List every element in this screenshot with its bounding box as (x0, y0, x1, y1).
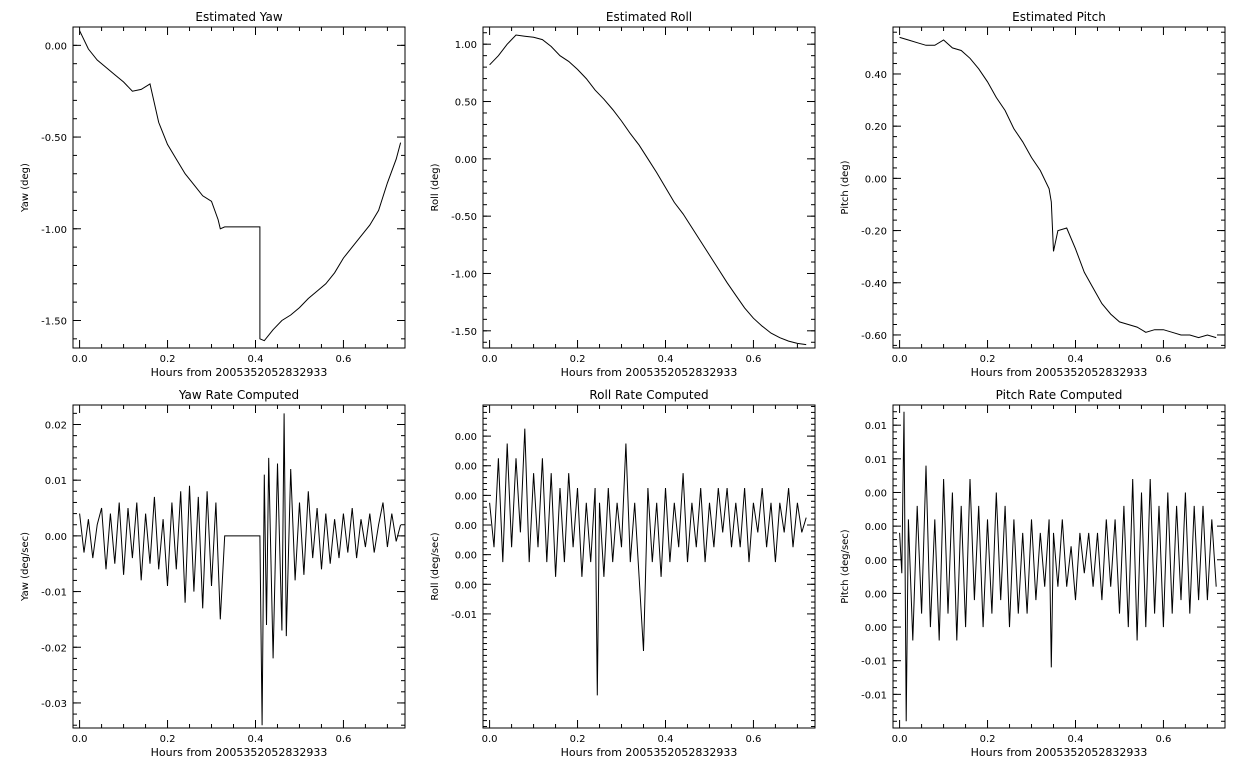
chart-panel: Estimated Pitch Hours from 20053520528329… (840, 10, 1226, 379)
chart-panel: Estimated Yaw Hours from 2005352052832933… (20, 10, 406, 379)
y-tick-label: 0.00 (455, 521, 477, 532)
x-tick-label: 0.0 (892, 354, 908, 365)
chart-title: Pitch Rate Computed (996, 388, 1123, 402)
y-tick-label: 0.00 (455, 462, 477, 473)
y-tick-label: 0.00 (45, 532, 67, 543)
y-tick-label: 0.00 (45, 41, 67, 52)
x-tick-label: 0.4 (1068, 354, 1084, 365)
x-tick-label: 0.6 (1155, 354, 1171, 365)
x-tick-label: 0.0 (72, 734, 88, 745)
y-tick-label: 0.01 (865, 421, 887, 432)
x-tick-label: 0.4 (658, 354, 674, 365)
y-tick-label: 0.50 (455, 98, 477, 109)
x-axis-label: Hours from 2005352052832933 (151, 366, 328, 379)
x-tick-label: 0.6 (1155, 734, 1171, 745)
y-tick-label: 0.00 (865, 623, 887, 634)
series-line (79, 413, 402, 726)
x-tick-label: 0.0 (892, 734, 908, 745)
y-axis-label: Yaw (deg/sec) (20, 532, 31, 602)
y-tick-label: -1.00 (41, 225, 67, 236)
y-tick-label: 1.00 (455, 40, 477, 51)
y-tick-label: 0.20 (865, 122, 887, 133)
y-tick-label: -1.00 (451, 269, 477, 280)
x-tick-label: 0.2 (160, 354, 176, 365)
chart-panel: Roll Rate Computed Hours from 20053520528… (430, 388, 816, 759)
x-tick-label: 0.0 (72, 354, 88, 365)
y-axis-label: Roll (deg) (430, 163, 441, 211)
y-axis-label: Roll (deg/sec) (430, 532, 441, 600)
x-tick-label: 0.2 (980, 734, 996, 745)
x-tick-label: 0.2 (570, 734, 586, 745)
chart-panel: Pitch Rate Computed Hours from 2005352052… (840, 388, 1226, 759)
series-line (489, 34, 807, 346)
x-axis-label: Hours from 2005352052832933 (561, 366, 738, 379)
y-tick-label: -0.01 (861, 657, 887, 668)
x-tick-label: 0.6 (745, 734, 761, 745)
x-axis-label: Hours from 2005352052832933 (971, 366, 1148, 379)
y-tick-label: 0.01 (865, 455, 887, 466)
y-tick-label: -1.50 (451, 327, 477, 338)
x-axis-label: Hours from 2005352052832933 (971, 746, 1148, 759)
y-tick-label: -0.60 (861, 331, 887, 342)
y-tick-label: -1.50 (41, 316, 67, 327)
y-tick-label: 0.00 (455, 491, 477, 502)
y-tick-label: -0.02 (41, 643, 67, 654)
y-tick-label: -0.01 (861, 690, 887, 701)
x-tick-label: 0.0 (482, 354, 498, 365)
y-tick-label: 0.40 (865, 70, 887, 81)
y-tick-label: -0.50 (451, 212, 477, 223)
chart-title: Estimated Yaw (195, 10, 282, 24)
x-tick-label: 0.2 (980, 354, 996, 365)
y-tick-label: 0.00 (865, 174, 887, 185)
y-tick-label: 0.02 (45, 420, 67, 431)
plot-frame (482, 26, 816, 349)
plot-frame (892, 26, 1226, 349)
x-tick-label: 0.6 (745, 354, 761, 365)
y-tick-label: 0.00 (455, 580, 477, 591)
plot-frame (72, 26, 406, 349)
x-axis-label: Hours from 2005352052832933 (561, 746, 738, 759)
series-line (79, 30, 402, 342)
x-tick-label: 0.4 (658, 734, 674, 745)
chart-panel: Yaw Rate Computed Hours from 200535205283… (20, 388, 406, 759)
y-axis-label: Yaw (deg) (20, 163, 31, 213)
chart-title: Yaw Rate Computed (178, 388, 299, 402)
chart-title: Estimated Pitch (1012, 10, 1106, 24)
y-tick-label: 0.00 (865, 522, 887, 533)
y-tick-label: 0.00 (865, 589, 887, 600)
x-axis-label: Hours from 2005352052832933 (151, 746, 328, 759)
plot-frame (482, 404, 816, 729)
plot-frame (72, 404, 406, 729)
chart-title: Roll Rate Computed (589, 388, 708, 402)
y-tick-label: -0.40 (861, 279, 887, 290)
x-tick-label: 0.4 (248, 354, 264, 365)
y-axis-label: Pitch (deg/sec) (840, 529, 851, 604)
y-tick-label: 0.00 (865, 556, 887, 567)
x-tick-label: 0.2 (160, 734, 176, 745)
y-tick-label: -0.01 (451, 610, 477, 621)
y-tick-label: -0.50 (41, 133, 67, 144)
x-tick-label: 0.6 (335, 734, 351, 745)
chart-title: Estimated Roll (606, 10, 692, 24)
chart-panel: Estimated Roll Hours from 200535205283293… (430, 10, 816, 379)
x-tick-label: 0.0 (482, 734, 498, 745)
y-tick-label: 0.01 (45, 476, 67, 487)
y-tick-label: 0.00 (455, 551, 477, 562)
y-tick-label: -0.03 (41, 699, 67, 710)
y-axis-label: Pitch (deg) (840, 160, 851, 214)
x-tick-label: 0.2 (570, 354, 586, 365)
x-tick-label: 0.4 (248, 734, 264, 745)
series-line (899, 411, 1217, 722)
x-tick-label: 0.4 (1068, 734, 1084, 745)
y-tick-label: 0.00 (455, 155, 477, 166)
y-tick-label: 0.00 (455, 432, 477, 443)
y-tick-label: -0.01 (41, 588, 67, 599)
y-tick-label: 0.00 (865, 488, 887, 499)
x-tick-label: 0.6 (335, 354, 351, 365)
series-line (489, 428, 807, 696)
y-tick-label: -0.20 (861, 227, 887, 238)
series-line (899, 36, 1217, 339)
